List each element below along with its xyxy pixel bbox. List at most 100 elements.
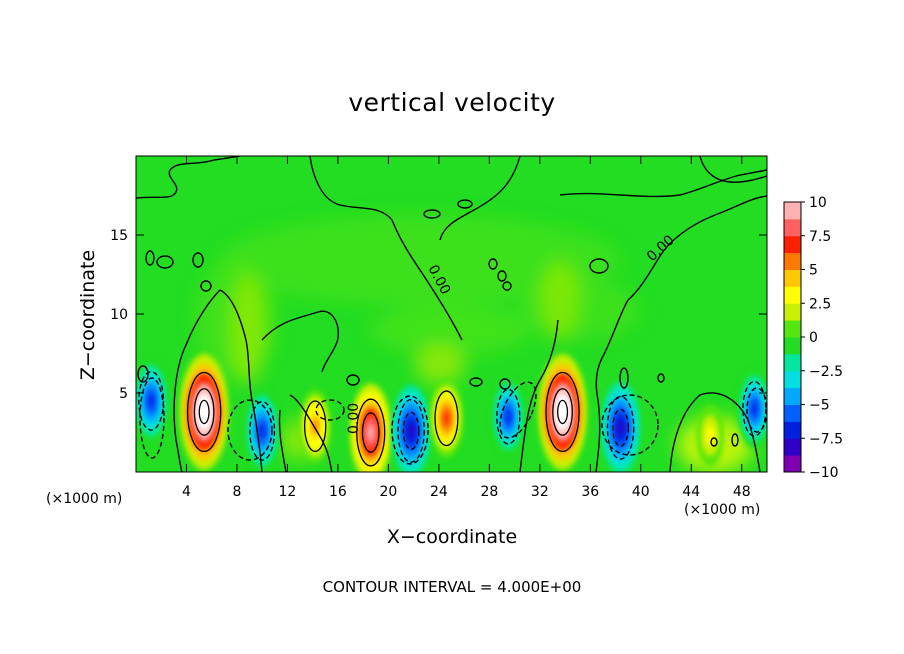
neg-contour-4 [499,381,537,439]
contour-ring-13 [657,373,665,383]
contour-zero-top-left [136,156,241,199]
x-axis-label: X−coordinate [386,526,518,548]
contour-ring-7 [488,258,498,270]
x-unit-label-right: (×1000 m) [684,502,761,518]
x-tick-label-44: 44 [682,484,700,500]
colorbar-segment-1 [784,455,801,473]
contour-ring-16 [710,437,718,447]
cell-1 [136,357,170,444]
colorbar-label-1: 7.5 [809,229,831,245]
contour-interval-note: CONTOUR INTERVAL = 4.000E+00 [322,578,582,596]
colorbar-label-5: −2.5 [809,364,843,380]
cell-12-contour-outer [742,380,767,437]
cell-2-contour-core [198,399,210,425]
colorbar-segment-11 [784,286,801,304]
cell-9-level-6 [558,402,567,422]
contour-zero-mid-long [419,269,463,341]
colorbar-label-0: 10 [809,195,827,211]
cell-11 [697,404,724,467]
up-yellow-band-3 [540,260,580,340]
contour-ring-15 [731,433,739,447]
cell-3-contour-outer [249,401,276,461]
x-tick-label-36: 36 [581,484,599,500]
colorbar-segment-8 [784,337,801,355]
colorbar-segment-7 [784,353,801,372]
colorbar-segment-2 [784,438,801,456]
contour-ring-18 [469,377,483,387]
contour-ring-8 [497,270,507,282]
colorbar-label-3: 2.5 [809,296,831,312]
neg-contour-1 [139,377,165,459]
contour-zero-top-mid [309,156,421,271]
cell-9-contour-inner [552,388,573,436]
contour-zero-right-top [699,156,767,183]
neg-contour-2 [227,399,273,461]
x-tick-label-28: 28 [480,484,498,500]
x-tick-label-40: 40 [632,484,650,500]
contour-zero-right-upper [627,195,767,301]
colorbar-segment-13 [784,252,801,270]
colorbar-label-8: −10 [809,465,839,481]
colorbar: 10 7.5 5 2.5 0 −2.5 −5 −7.5 −10 [783,195,843,481]
cell-4-level-6 [312,420,318,433]
band-light-mid [370,305,530,355]
contour-ring-6 [423,209,441,219]
x-tick-label-8: 8 [232,484,241,500]
x-tick-label-12: 12 [279,484,297,500]
colorbar-label-7: −7.5 [809,431,843,447]
contour-ring-17 [346,374,360,386]
cell-9-contour-outer [545,371,580,453]
contour-ring-5 [457,199,473,209]
band-light-right [520,280,640,340]
contour-zero-between [519,319,559,472]
y-tick-label-15: 15 [110,228,128,244]
cell-11-level-6 [708,430,713,441]
contour-lines [136,156,767,472]
colorbar-segment-10 [784,303,801,321]
cell-5-contour-outer [356,398,386,467]
x-tick-label-48: 48 [733,484,751,500]
x-unit-label-left: (×1000 m) [46,491,123,507]
cell-6-contour-outer [397,398,425,463]
x-axis: 4 8 12 16 20 24 28 32 36 40 44 48 [182,156,751,500]
x-tick-label-4: 4 [182,484,191,500]
neg-contour-6 [746,387,767,433]
cell-3-level-6 [259,423,266,439]
contour-zero-cell-4b [278,409,287,472]
cell-1-level-6 [148,393,155,409]
neg-contour-7 [315,399,345,421]
negative-contours [139,377,767,465]
cell-4-contour-outer [303,400,327,452]
colorbar-label-2: 5 [809,263,818,279]
contour-ring-11 [137,365,149,383]
cell-5 [350,383,392,472]
contour-zero-top-right [439,156,521,241]
colorbar-segment-14 [784,235,801,254]
contour-zero-upper-right [559,169,767,198]
x-tick-label-32: 32 [531,484,549,500]
cell-2-contour-inner [193,388,215,436]
cell-contours [138,371,767,467]
cell-10-contour-inner [612,408,629,447]
colorbar-segment-4 [784,404,801,422]
neg-contour-3 [391,395,429,465]
y-axis: 5 10 15 [110,228,767,402]
cell-9-contour-core [557,399,569,425]
x-tick-label-24: 24 [430,484,448,500]
cell-8-contour-outer [496,388,521,445]
contour-ring-12 [499,378,511,390]
cell-6-level-6 [407,423,415,439]
contour-ring-10 [589,258,609,274]
plot-area: 0.00 0.00 0.00 [136,156,767,472]
cell-9 [538,353,587,470]
colorbar-segment-5 [784,387,801,405]
contour-ring-9 [502,281,512,291]
up-yellow-band-1 [230,275,266,385]
colorbar-segment-15 [784,218,801,237]
x-tick-label-20: 20 [379,484,397,500]
contour-ring-3 [145,250,155,266]
contour-zero-right-drop [595,299,629,472]
contour-zero-cell-4 [289,394,333,472]
colorbar-segment-9 [784,320,801,338]
